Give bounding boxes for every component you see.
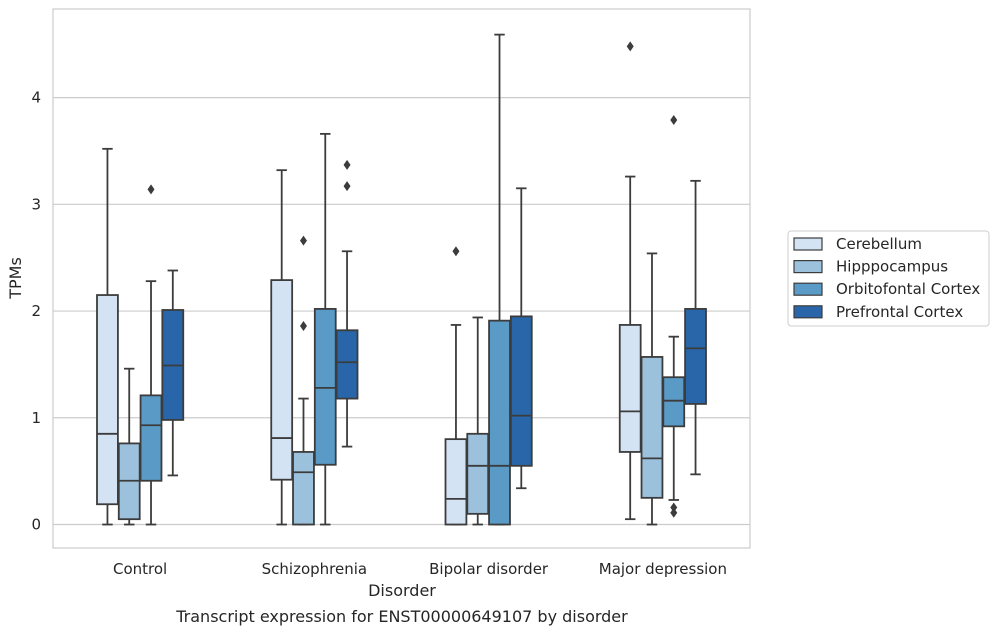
y-tick-label: 1 bbox=[31, 409, 41, 427]
box-orbitofontal-cortex-0 bbox=[139, 184, 163, 526]
outlier-point bbox=[452, 246, 460, 257]
boxes bbox=[96, 33, 707, 526]
box bbox=[313, 308, 337, 466]
box-hipppocampus-2 bbox=[466, 316, 490, 526]
y-tick-label: 0 bbox=[31, 516, 41, 534]
legend-label: Cerebellum bbox=[836, 235, 922, 253]
box-cerebellum-0 bbox=[96, 147, 119, 526]
box-prefrontal-cortex-1 bbox=[335, 159, 359, 448]
plot-frame bbox=[52, 8, 751, 549]
box-orbitofontal-cortex-1 bbox=[313, 132, 337, 526]
box-orbitofontal-cortex-2 bbox=[488, 33, 511, 526]
y-tick-label: 2 bbox=[31, 302, 41, 320]
box-orbitofontal-cortex-3 bbox=[662, 115, 686, 518]
box bbox=[96, 294, 119, 506]
outlier-point bbox=[670, 507, 678, 518]
figure-caption: Transcript expression for ENST0000064910… bbox=[175, 607, 628, 626]
box bbox=[684, 308, 707, 405]
box bbox=[640, 356, 664, 499]
outlier-point bbox=[299, 235, 307, 246]
box-cerebellum-1 bbox=[270, 169, 294, 526]
box bbox=[488, 319, 511, 526]
box bbox=[662, 376, 686, 428]
box bbox=[466, 432, 490, 515]
box-prefrontal-cortex-3 bbox=[684, 179, 707, 476]
legend: Cerebellum Hipppocampus Orbitofontal Corte… bbox=[787, 230, 990, 327]
legend-swatch bbox=[793, 260, 823, 274]
outlier-point bbox=[147, 184, 155, 195]
x-tick-label: Control bbox=[113, 560, 167, 578]
outlier-point bbox=[670, 115, 678, 126]
y-tick-label: 4 bbox=[31, 89, 41, 107]
legend-swatch bbox=[793, 237, 823, 251]
box-prefrontal-cortex-2 bbox=[509, 187, 533, 490]
legend-label: Hipppocampus bbox=[836, 258, 948, 276]
y-tick-labels: 0 1 2 3 4 bbox=[31, 89, 41, 534]
x-axis-title: Disorder bbox=[368, 581, 436, 600]
outlier-point bbox=[626, 41, 634, 52]
outlier-point bbox=[670, 502, 678, 513]
box bbox=[509, 315, 533, 467]
box-hipppocampus-3 bbox=[640, 252, 664, 526]
box bbox=[335, 329, 359, 400]
box bbox=[292, 451, 315, 526]
x-tick-label: Bipolar disorder bbox=[429, 560, 549, 578]
y-axis-title: TPMs bbox=[6, 257, 25, 300]
outlier-point bbox=[343, 159, 351, 170]
x-tick-labels: Control Schizophrenia Bipolar disorder Majo… bbox=[113, 560, 727, 578]
box bbox=[139, 394, 163, 482]
legend-label: Prefrontal Cortex bbox=[836, 303, 963, 321]
box-hipppocampus-1 bbox=[292, 235, 315, 526]
legend-label: Orbitofontal Cortex bbox=[836, 280, 980, 298]
box-hipppocampus-0 bbox=[117, 367, 141, 526]
x-tick-label: Schizophrenia bbox=[262, 560, 367, 578]
legend-swatch bbox=[793, 305, 823, 319]
box bbox=[444, 438, 468, 526]
outlier-point bbox=[299, 320, 307, 331]
legend-frame bbox=[787, 230, 990, 327]
box bbox=[618, 324, 642, 453]
legend-swatch bbox=[793, 282, 823, 296]
y-tick-label: 3 bbox=[31, 195, 41, 213]
box bbox=[270, 279, 294, 481]
x-tick-label: Major depression bbox=[599, 560, 727, 578]
box-cerebellum-2 bbox=[444, 246, 468, 526]
box-cerebellum-3 bbox=[618, 41, 642, 521]
outlier-point bbox=[343, 181, 351, 192]
box-prefrontal-cortex-0 bbox=[161, 269, 185, 477]
